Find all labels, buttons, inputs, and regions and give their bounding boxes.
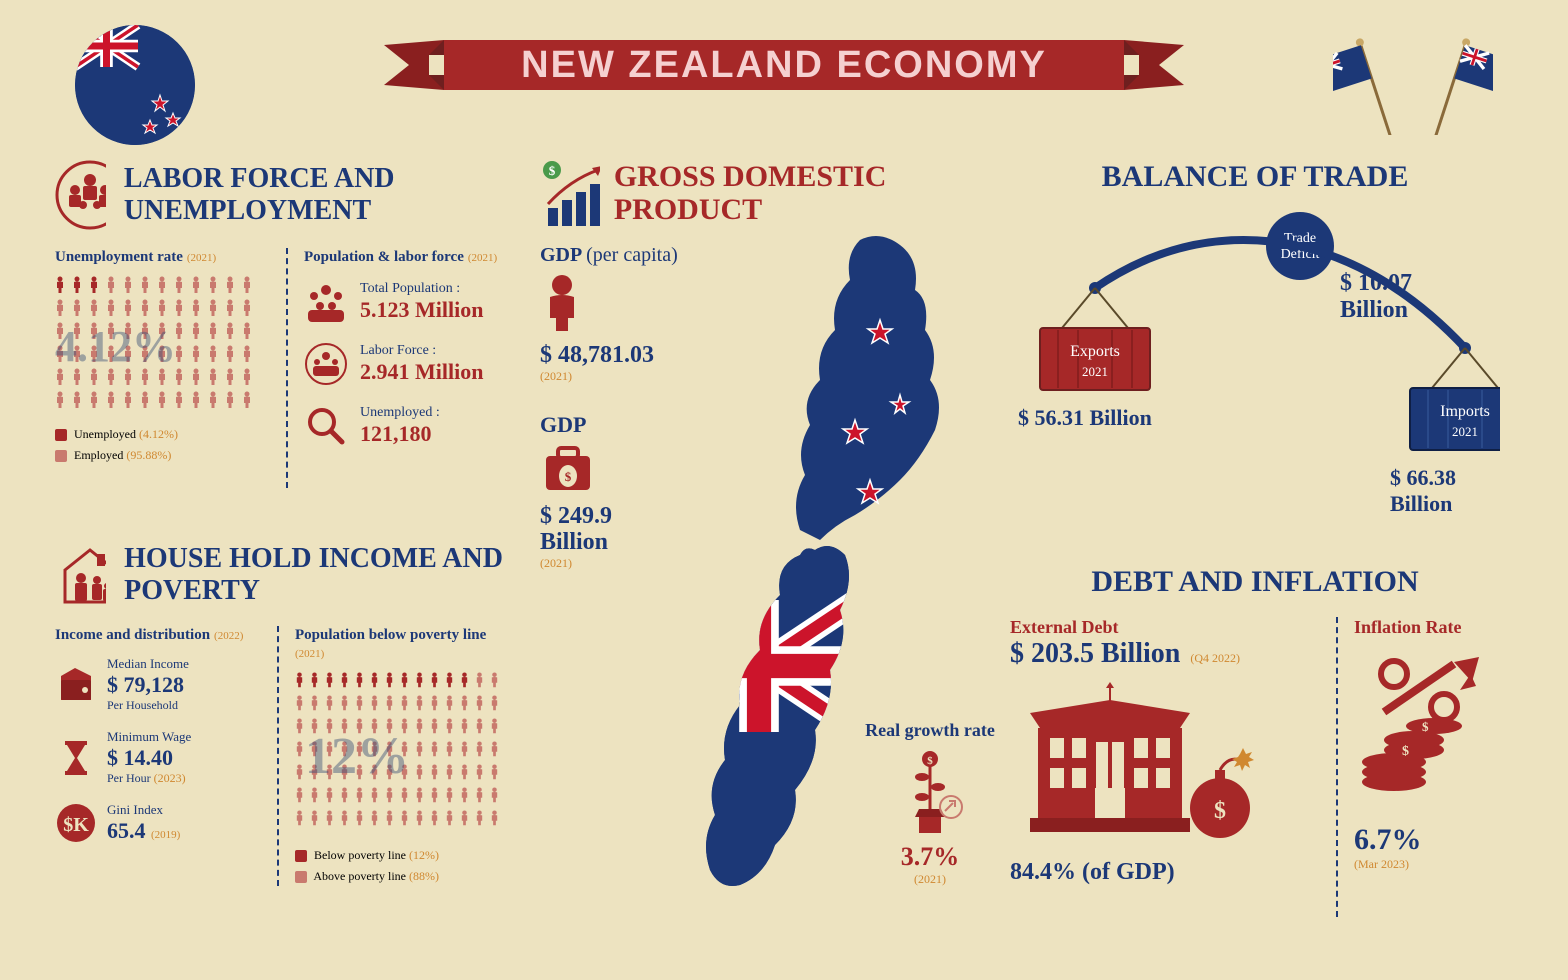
poverty-year: (2021) bbox=[295, 648, 324, 660]
debt-title: DEBT AND INFLATION bbox=[1010, 565, 1500, 599]
minwage-unit: Per Hour bbox=[107, 771, 151, 785]
total-pop-label: Total Population : bbox=[360, 281, 483, 297]
svg-text:Imports: Imports bbox=[1440, 403, 1490, 420]
population-year: (2021) bbox=[468, 252, 497, 264]
gini-value: 65.4 bbox=[107, 818, 146, 843]
gini-year: (2019) bbox=[151, 829, 180, 841]
crossed-flags-icon bbox=[1333, 25, 1493, 135]
svg-text:$: $ bbox=[1402, 744, 1409, 759]
poverty-label: Population below poverty line bbox=[295, 627, 486, 643]
gdp-value: $ 249.9 Billion bbox=[540, 503, 650, 556]
debt-panel: DEBT AND INFLATION External Debt $ 203.5… bbox=[1010, 565, 1500, 917]
household-title: HOUSE HOLD INCOME AND POVERTY bbox=[124, 543, 505, 607]
minwage-year: (2023) bbox=[154, 771, 186, 785]
laborforce-icon bbox=[304, 342, 348, 386]
external-pct: 84.4% (of GDP) bbox=[1010, 859, 1320, 886]
external-value: $ 203.5 Billion bbox=[1010, 638, 1180, 670]
page-title: NEW ZEALAND ECONOMY bbox=[521, 44, 1047, 87]
unemployment-label: Unemployment rate bbox=[55, 249, 183, 265]
title-banner: NEW ZEALAND ECONOMY bbox=[384, 30, 1184, 100]
inflation-label: Inflation Rate bbox=[1354, 617, 1500, 638]
wallet-icon bbox=[55, 664, 97, 706]
nz-flag-circle-icon bbox=[75, 25, 195, 145]
briefcase-money-icon: $ bbox=[540, 442, 596, 494]
svg-text:$: $ bbox=[1422, 719, 1429, 734]
minwage-value: $ 14.40 bbox=[107, 745, 191, 771]
chart-growth-icon: $ bbox=[540, 160, 600, 230]
median-income-label: Median Income bbox=[107, 656, 189, 672]
magnifier-icon bbox=[304, 404, 348, 448]
poverty-value: 12% bbox=[305, 727, 409, 786]
population-icon bbox=[304, 280, 348, 324]
population-label: Population & labor force bbox=[304, 249, 464, 265]
household-panel: HOUSE HOLD INCOME AND POVERTY Income and… bbox=[55, 540, 505, 886]
unemployment-value: 4.12% bbox=[55, 321, 176, 372]
gini-icon: $K bbox=[55, 802, 97, 844]
deficit-value: $ 10.07 bbox=[1340, 270, 1412, 297]
gdp-title: GROSS DOMESTIC PRODUCT bbox=[614, 160, 980, 226]
trade-title: BALANCE OF TRADE bbox=[1010, 160, 1500, 194]
gini-label: Gini Index bbox=[107, 802, 180, 818]
total-pop-value: 5.123 Million bbox=[360, 297, 483, 323]
external-year: (Q4 2022) bbox=[1190, 651, 1240, 666]
household-icon bbox=[55, 540, 106, 610]
inflation-value: 6.7% bbox=[1354, 823, 1500, 857]
minwage-label: Minimum Wage bbox=[107, 729, 191, 745]
labor-title: LABOR FORCE AND UNEMPLOYMENT bbox=[124, 163, 505, 227]
nz-map-icon bbox=[680, 220, 1000, 920]
labor-icon bbox=[55, 160, 106, 230]
laborforce-value: 2.941 Million bbox=[360, 359, 483, 385]
imports-value: $ 66.38 Billion bbox=[1390, 465, 1500, 517]
svg-text:2021: 2021 bbox=[1082, 364, 1108, 379]
median-income-value: $ 79,128 bbox=[107, 672, 189, 698]
bank-bomb-icon: $ bbox=[1010, 678, 1270, 848]
unemployed-count-value: 121,180 bbox=[360, 421, 440, 447]
inflation-icon: $$ bbox=[1354, 652, 1484, 802]
unemployed-count-label: Unemployed : bbox=[360, 405, 440, 421]
below-poverty-legend: Below poverty line (12%) bbox=[295, 848, 505, 863]
income-year: (2022) bbox=[214, 630, 243, 642]
median-income-unit: Per Household bbox=[107, 698, 189, 713]
svg-text:$: $ bbox=[1214, 798, 1226, 824]
exports-value: $ 56.31 Billion bbox=[1018, 405, 1152, 431]
deficit-value2: Billion bbox=[1340, 297, 1412, 324]
svg-text:$K: $K bbox=[63, 814, 89, 836]
laborforce-label: Labor Force : bbox=[360, 343, 483, 359]
svg-text:$: $ bbox=[549, 163, 556, 178]
hourglass-icon bbox=[55, 737, 97, 779]
trade-scale-icon: Trade Deficit Exports 2021 Imports 2021 bbox=[1010, 208, 1500, 478]
svg-text:Exports: Exports bbox=[1070, 343, 1120, 360]
labor-panel: LABOR FORCE AND UNEMPLOYMENT Unemploymen… bbox=[55, 160, 505, 488]
inflation-year: (Mar 2023) bbox=[1354, 857, 1500, 872]
income-label: Income and distribution bbox=[55, 627, 210, 643]
unemployment-year: (2021) bbox=[187, 252, 216, 264]
person-icon bbox=[540, 273, 584, 333]
employed-legend: Employed (95.88%) bbox=[55, 448, 270, 463]
gdp-percapita-label: GDP bbox=[540, 244, 586, 266]
trade-panel: BALANCE OF TRADE Trade Deficit Exports 2… bbox=[1010, 160, 1500, 483]
svg-text:2021: 2021 bbox=[1452, 424, 1478, 439]
external-label: External Debt bbox=[1010, 617, 1320, 638]
above-poverty-legend: Above poverty line (88%) bbox=[295, 869, 505, 884]
unemployed-legend: Unemployed (4.12%) bbox=[55, 427, 270, 442]
svg-text:$: $ bbox=[565, 469, 572, 484]
